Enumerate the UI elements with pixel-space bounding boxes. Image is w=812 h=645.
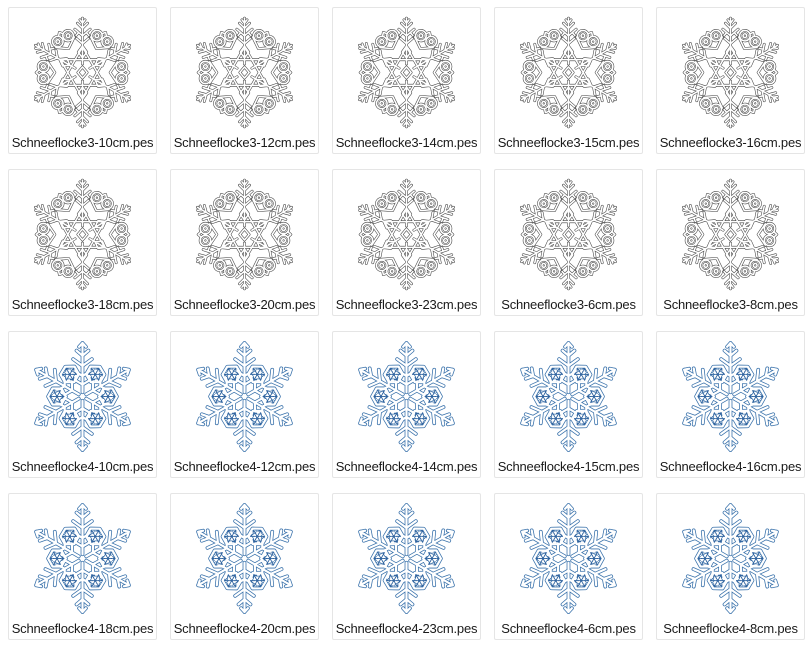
snowflake-thumbnail (495, 332, 642, 458)
snowflake-thumbnail (657, 8, 804, 134)
snowflake-thumbnail (657, 494, 804, 620)
snowflake-thumbnail (495, 494, 642, 620)
snowflake-thumbnail (333, 332, 480, 458)
snowflake-thumbnail (171, 8, 318, 134)
file-name: Schneeflocke3-12cm.pes (173, 135, 316, 150)
file-name: Schneeflocke4-16cm.pes (659, 459, 802, 474)
file-name: Schneeflocke3-14cm.pes (335, 135, 478, 150)
file-tile[interactable]: Schneeflocke3-6cm.pes (494, 169, 643, 316)
file-name: Schneeflocke3-15cm.pes (497, 135, 640, 150)
file-name: Schneeflocke3-18cm.pes (11, 297, 154, 312)
file-name: Schneeflocke4-14cm.pes (335, 459, 478, 474)
snowflake-thumbnail (171, 332, 318, 458)
file-tile[interactable]: Schneeflocke4-6cm.pes (494, 493, 643, 640)
snowflake-thumbnail (171, 494, 318, 620)
fern-snowflake-outline-icon (343, 499, 470, 618)
ornate-snowflake-outline-icon (667, 175, 794, 294)
file-tile[interactable]: Schneeflocke3-16cm.pes (656, 7, 805, 154)
file-name: Schneeflocke4-6cm.pes (501, 621, 636, 636)
fern-snowflake-outline-icon (667, 337, 794, 456)
snowflake-thumbnail (657, 170, 804, 296)
file-tile[interactable]: Schneeflocke4-18cm.pes (8, 493, 157, 640)
file-tile[interactable]: Schneeflocke4-20cm.pes (170, 493, 319, 640)
ornate-snowflake-outline-icon (667, 13, 794, 132)
ornate-snowflake-outline-icon (505, 13, 632, 132)
ornate-snowflake-outline-icon (181, 175, 308, 294)
ornate-snowflake-outline-icon (343, 13, 470, 132)
file-tile[interactable]: Schneeflocke4-23cm.pes (332, 493, 481, 640)
file-tile[interactable]: Schneeflocke4-15cm.pes (494, 331, 643, 478)
snowflake-thumbnail (171, 170, 318, 296)
file-tile[interactable]: Schneeflocke4-14cm.pes (332, 331, 481, 478)
file-tile[interactable]: Schneeflocke3-8cm.pes (656, 169, 805, 316)
ornate-snowflake-outline-icon (19, 13, 146, 132)
file-tile[interactable]: Schneeflocke4-16cm.pes (656, 331, 805, 478)
ornate-snowflake-outline-icon (19, 175, 146, 294)
file-name: Schneeflocke3-8cm.pes (663, 297, 798, 312)
ornate-snowflake-outline-icon (505, 175, 632, 294)
snowflake-thumbnail (9, 332, 156, 458)
file-name: Schneeflocke3-16cm.pes (659, 135, 802, 150)
file-name: Schneeflocke4-20cm.pes (173, 621, 316, 636)
file-tile[interactable]: Schneeflocke3-14cm.pes (332, 7, 481, 154)
snowflake-thumbnail (9, 8, 156, 134)
snowflake-thumbnail (9, 494, 156, 620)
fern-snowflake-outline-icon (505, 499, 632, 618)
file-name: Schneeflocke3-23cm.pes (335, 297, 478, 312)
fern-snowflake-outline-icon (667, 499, 794, 618)
file-name: Schneeflocke4-18cm.pes (11, 621, 154, 636)
file-name: Schneeflocke4-23cm.pes (335, 621, 478, 636)
fern-snowflake-outline-icon (181, 499, 308, 618)
fern-snowflake-outline-icon (343, 337, 470, 456)
fern-snowflake-outline-icon (19, 499, 146, 618)
file-name: Schneeflocke3-10cm.pes (11, 135, 154, 150)
file-tile[interactable]: Schneeflocke3-15cm.pes (494, 7, 643, 154)
file-tile[interactable]: Schneeflocke3-12cm.pes (170, 7, 319, 154)
ornate-snowflake-outline-icon (181, 13, 308, 132)
file-tile[interactable]: Schneeflocke3-23cm.pes (332, 169, 481, 316)
snowflake-thumbnail (495, 8, 642, 134)
fern-snowflake-outline-icon (181, 337, 308, 456)
fern-snowflake-outline-icon (505, 337, 632, 456)
file-tile[interactable]: Schneeflocke3-10cm.pes (8, 7, 157, 154)
file-tile[interactable]: Schneeflocke4-8cm.pes (656, 493, 805, 640)
file-name: Schneeflocke4-8cm.pes (663, 621, 798, 636)
snowflake-thumbnail (495, 170, 642, 296)
file-name: Schneeflocke4-10cm.pes (11, 459, 154, 474)
snowflake-thumbnail (333, 8, 480, 134)
file-name: Schneeflocke4-15cm.pes (497, 459, 640, 474)
snowflake-thumbnail (333, 494, 480, 620)
snowflake-thumbnail (657, 332, 804, 458)
file-tile[interactable]: Schneeflocke4-12cm.pes (170, 331, 319, 478)
fern-snowflake-outline-icon (19, 337, 146, 456)
snowflake-thumbnail (333, 170, 480, 296)
file-tile[interactable]: Schneeflocke3-20cm.pes (170, 169, 319, 316)
file-tile[interactable]: Schneeflocke3-18cm.pes (8, 169, 157, 316)
file-name: Schneeflocke4-12cm.pes (173, 459, 316, 474)
file-name: Schneeflocke3-20cm.pes (173, 297, 316, 312)
snowflake-thumbnail (9, 170, 156, 296)
ornate-snowflake-outline-icon (343, 175, 470, 294)
file-tile[interactable]: Schneeflocke4-10cm.pes (8, 331, 157, 478)
file-name: Schneeflocke3-6cm.pes (501, 297, 636, 312)
